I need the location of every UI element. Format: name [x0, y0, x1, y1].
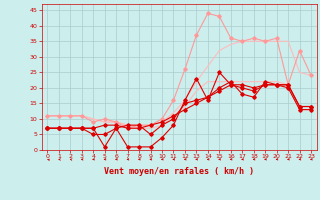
X-axis label: Vent moyen/en rafales ( km/h ): Vent moyen/en rafales ( km/h ) — [104, 168, 254, 176]
